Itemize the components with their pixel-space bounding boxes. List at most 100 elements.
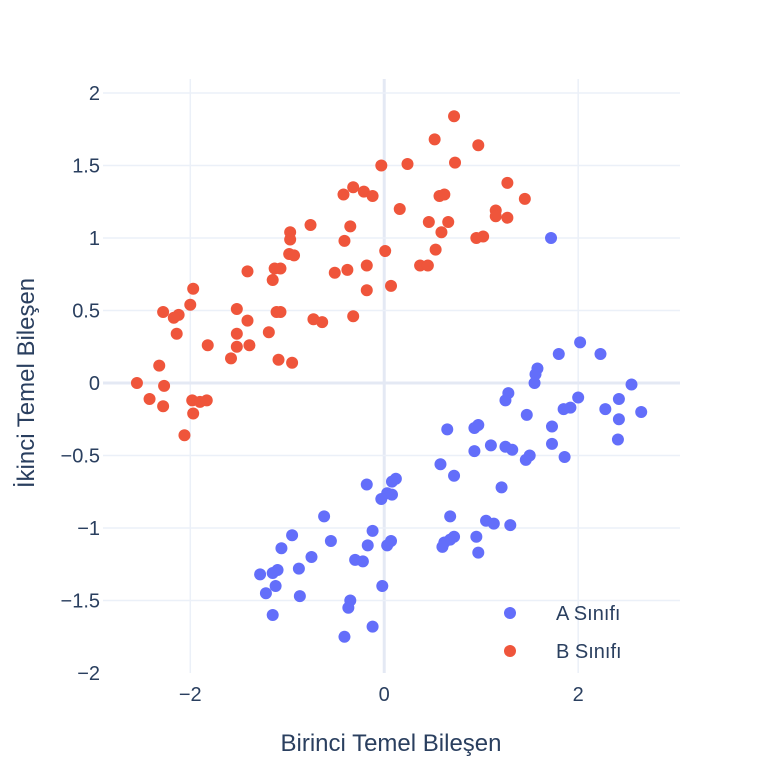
- data-point[interactable]: [552, 348, 565, 360]
- data-point[interactable]: [506, 443, 519, 456]
- data-point[interactable]: [153, 359, 166, 372]
- data-point[interactable]: [385, 279, 398, 292]
- data-point[interactable]: [341, 263, 354, 276]
- data-point[interactable]: [376, 580, 389, 592]
- data-point[interactable]: [545, 437, 558, 450]
- data-point[interactable]: [366, 189, 379, 202]
- data-point[interactable]: [428, 133, 441, 146]
- data-point[interactable]: [201, 339, 214, 352]
- data-point[interactable]: [143, 392, 156, 405]
- data-point[interactable]: [361, 539, 374, 552]
- data-point[interactable]: [324, 535, 337, 548]
- data-point[interactable]: [170, 327, 183, 340]
- data-point[interactable]: [344, 220, 357, 233]
- data-point[interactable]: [625, 378, 638, 391]
- data-point[interactable]: [379, 245, 392, 258]
- data-point[interactable]: [612, 413, 625, 426]
- data-point[interactable]: [435, 226, 448, 239]
- data-point[interactable]: [501, 211, 514, 224]
- data-point[interactable]: [269, 580, 282, 592]
- data-point[interactable]: [501, 176, 514, 189]
- data-point[interactable]: [449, 156, 462, 169]
- data-point[interactable]: [230, 340, 243, 353]
- data-point[interactable]: [316, 316, 329, 329]
- data-point[interactable]: [284, 233, 297, 246]
- data-point[interactable]: [442, 216, 455, 229]
- data-point[interactable]: [241, 265, 254, 278]
- data-point[interactable]: [611, 433, 624, 446]
- data-point[interactable]: [470, 232, 483, 244]
- data-point[interactable]: [519, 453, 532, 466]
- data-point[interactable]: [266, 609, 279, 621]
- data-point[interactable]: [338, 234, 351, 247]
- data-point[interactable]: [337, 188, 350, 201]
- data-point[interactable]: [178, 429, 191, 442]
- data-point[interactable]: [422, 216, 435, 229]
- data-point[interactable]: [470, 530, 483, 543]
- data-point[interactable]: [130, 377, 143, 389]
- data-point[interactable]: [184, 298, 197, 311]
- data-point[interactable]: [528, 377, 541, 389]
- data-point[interactable]: [360, 478, 373, 491]
- data-point[interactable]: [305, 551, 318, 563]
- legend[interactable]: A Sınıfı B Sınıfı: [504, 603, 622, 663]
- data-point[interactable]: [262, 326, 275, 339]
- data-point[interactable]: [495, 481, 508, 494]
- data-point[interactable]: [304, 218, 317, 231]
- data-point[interactable]: [444, 510, 457, 523]
- data-point[interactable]: [448, 110, 461, 123]
- data-point[interactable]: [292, 562, 305, 575]
- data-point[interactable]: [518, 192, 531, 205]
- data-point[interactable]: [434, 458, 447, 471]
- data-point[interactable]: [594, 348, 607, 360]
- data-point[interactable]: [360, 259, 373, 272]
- data-point[interactable]: [438, 188, 451, 201]
- data-point[interactable]: [338, 630, 351, 643]
- data-point[interactable]: [375, 159, 388, 172]
- legend-item-b[interactable]: B Sınıfı: [504, 641, 622, 663]
- data-point[interactable]: [187, 407, 200, 420]
- data-point[interactable]: [375, 493, 388, 505]
- data-point[interactable]: [385, 488, 398, 501]
- data-point[interactable]: [157, 305, 170, 318]
- data-point[interactable]: [366, 620, 379, 633]
- data-point[interactable]: [266, 566, 279, 579]
- data-point[interactable]: [318, 510, 331, 523]
- data-point[interactable]: [401, 158, 414, 171]
- data-point[interactable]: [484, 439, 497, 452]
- data-point[interactable]: [436, 540, 449, 553]
- data-point[interactable]: [158, 379, 171, 392]
- data-point[interactable]: [520, 408, 533, 421]
- data-point[interactable]: [468, 445, 481, 458]
- data-point[interactable]: [266, 274, 279, 287]
- data-point[interactable]: [157, 400, 170, 413]
- data-point[interactable]: [356, 555, 369, 568]
- data-point[interactable]: [558, 450, 571, 463]
- data-point[interactable]: [230, 327, 243, 340]
- data-point[interactable]: [328, 266, 341, 279]
- data-point[interactable]: [487, 517, 500, 530]
- data-point[interactable]: [472, 139, 485, 152]
- data-point[interactable]: [557, 403, 570, 416]
- data-point[interactable]: [274, 262, 287, 275]
- data-point[interactable]: [599, 403, 612, 416]
- data-point[interactable]: [612, 392, 625, 405]
- data-point[interactable]: [574, 336, 587, 349]
- data-point[interactable]: [381, 539, 394, 552]
- data-point[interactable]: [468, 421, 481, 434]
- data-point[interactable]: [545, 420, 558, 433]
- data-point[interactable]: [472, 546, 485, 559]
- data-point[interactable]: [635, 406, 648, 418]
- data-point[interactable]: [288, 249, 301, 262]
- data-point[interactable]: [545, 232, 558, 244]
- data-point[interactable]: [360, 284, 373, 297]
- data-point[interactable]: [274, 305, 287, 318]
- data-point[interactable]: [243, 339, 256, 352]
- data-point[interactable]: [241, 314, 254, 327]
- data-point[interactable]: [366, 524, 379, 537]
- data-point[interactable]: [347, 310, 360, 323]
- data-point[interactable]: [572, 391, 585, 404]
- data-point[interactable]: [385, 475, 398, 488]
- data-point[interactable]: [489, 210, 502, 223]
- data-point[interactable]: [272, 353, 285, 366]
